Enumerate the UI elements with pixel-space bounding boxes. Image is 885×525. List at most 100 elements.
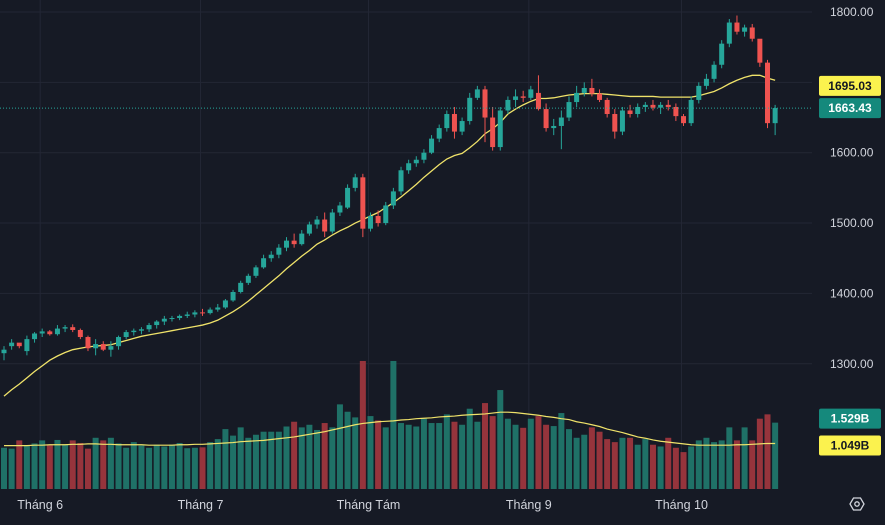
candle-body <box>108 346 114 350</box>
candle-body <box>482 89 488 118</box>
volume-bar <box>665 437 672 489</box>
candle-body <box>566 102 572 118</box>
volume-bar <box>405 424 412 489</box>
candle-body <box>161 318 167 322</box>
candle <box>337 201 343 217</box>
candle <box>757 38 763 67</box>
candle-body <box>467 97 473 122</box>
candle-body <box>597 93 603 100</box>
volume-bars <box>1 360 779 489</box>
candle <box>467 92 473 125</box>
candle-body <box>772 108 778 124</box>
candle-body <box>734 22 740 32</box>
candle <box>161 315 167 326</box>
candle <box>32 332 38 343</box>
volume-bar <box>8 448 15 489</box>
volume-bar <box>504 418 511 489</box>
candle-body <box>138 329 144 331</box>
candle-body <box>749 27 755 39</box>
candle-body <box>581 87 587 93</box>
candle-body <box>604 99 610 115</box>
volume-bar <box>168 444 175 489</box>
volume-bar <box>573 437 580 489</box>
candle-body <box>47 331 53 335</box>
volume-bar <box>191 447 198 489</box>
candle <box>749 23 755 42</box>
volume-ma-tag-box <box>819 435 881 456</box>
candle-body <box>742 27 748 32</box>
volume-bar <box>161 446 168 489</box>
candle-body <box>665 104 671 107</box>
candle <box>528 85 534 100</box>
candle-body <box>642 104 648 107</box>
volume-bar <box>16 440 23 489</box>
candle <box>635 103 641 118</box>
y-tick-label: 1800.00 <box>830 5 874 19</box>
candle-body <box>719 43 725 65</box>
candle-body <box>24 339 30 352</box>
candle-body <box>116 337 122 347</box>
candle <box>238 280 244 294</box>
ma-price-tag: 1695.03 <box>819 75 881 96</box>
candle-body <box>192 312 198 315</box>
volume-bar <box>543 424 550 489</box>
volume-bar <box>176 442 183 489</box>
candle <box>742 24 748 37</box>
y-axis: 1300.001400.001500.001600.001700.001800.… <box>830 5 874 371</box>
candle <box>169 315 175 322</box>
volume-bar <box>649 444 656 489</box>
candle-body <box>367 216 373 229</box>
volume-bar <box>520 427 527 489</box>
volume-ma-tag-text: 1.049B <box>831 438 870 452</box>
volume-ma-tag: 1.049B <box>819 435 881 456</box>
candle-body <box>711 64 717 79</box>
candle <box>93 339 99 356</box>
candle-body <box>658 104 664 108</box>
candle <box>688 96 694 126</box>
volume-bar <box>54 439 61 489</box>
volume-bar <box>46 445 53 489</box>
candle <box>627 104 633 118</box>
volume-bar <box>359 360 366 489</box>
volume-bar <box>443 414 450 489</box>
candle-body <box>535 92 541 110</box>
candle <box>520 90 526 103</box>
candle <box>474 85 480 100</box>
candle-body <box>268 254 274 259</box>
candle <box>459 117 465 136</box>
candle <box>398 166 404 195</box>
candle-body <box>635 106 641 115</box>
volume-bar <box>749 440 756 489</box>
volume-bar <box>260 431 267 489</box>
volume-bar <box>680 452 687 489</box>
volume-bar <box>283 426 290 489</box>
volume-bar <box>107 437 114 489</box>
volume-tag-text: 1.529B <box>831 412 870 426</box>
candle <box>24 335 30 356</box>
candle-body <box>383 205 389 224</box>
candle-body <box>222 300 228 308</box>
volume-bar <box>413 426 420 489</box>
volume-bar <box>497 390 504 489</box>
candle-body <box>474 89 480 98</box>
volume-bar <box>428 423 435 489</box>
candle <box>138 327 144 335</box>
volume-bar <box>314 429 321 489</box>
volume-bar <box>657 446 664 489</box>
settings-hexagon-icon[interactable] <box>849 497 865 511</box>
candle-body <box>93 344 99 349</box>
volume-bar <box>772 422 779 489</box>
candle <box>108 341 114 357</box>
volume-bar <box>199 447 206 489</box>
volume-bar <box>31 443 38 489</box>
candle <box>47 329 53 336</box>
candle-body <box>32 333 38 340</box>
candle-body <box>451 114 457 132</box>
volume-bar <box>230 435 237 489</box>
candle <box>77 328 83 340</box>
volume-bar <box>512 424 519 489</box>
y-tick-label: 1600.00 <box>830 146 874 160</box>
candle <box>444 110 450 132</box>
volume-bar <box>764 414 771 489</box>
